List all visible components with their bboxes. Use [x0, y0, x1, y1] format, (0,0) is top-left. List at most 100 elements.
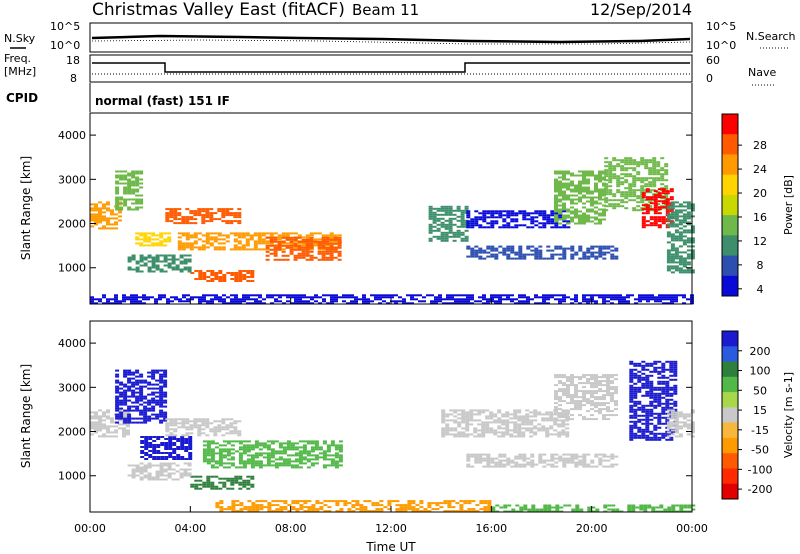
heatmap-cell	[632, 169, 637, 172]
heatmap-cell	[538, 226, 543, 229]
heatmap-cell	[301, 242, 306, 245]
heatmap-cell	[636, 209, 641, 212]
heatmap-cell	[670, 235, 675, 238]
heatmap-cell	[549, 433, 554, 436]
heatmap-cell	[645, 418, 650, 421]
heatmap-cell	[669, 406, 674, 409]
heatmap-cell	[135, 407, 140, 410]
heatmap-cell	[106, 429, 110, 432]
heatmap-cell	[674, 413, 679, 416]
heatmap-cell	[594, 404, 598, 407]
heatmap-cell	[307, 500, 312, 503]
heatmap-cell	[510, 465, 515, 468]
heatmap-cell	[418, 300, 422, 303]
heatmap-cell	[290, 454, 295, 457]
heatmap-cell	[541, 427, 546, 430]
heatmap-cell	[682, 263, 687, 266]
heatmap-cell	[274, 298, 278, 301]
heatmap-cell	[266, 464, 271, 467]
heatmap-cell	[286, 464, 291, 467]
heatmap-cell	[474, 216, 479, 219]
heatmap-cell	[491, 506, 496, 509]
heatmap-cell	[144, 454, 149, 456]
heatmap-cell	[674, 211, 679, 214]
heatmap-cell	[505, 425, 510, 428]
heatmap-cell	[586, 302, 590, 305]
heatmap-cell	[645, 426, 650, 429]
heatmap-cell	[330, 440, 335, 443]
heatmap-cell	[428, 225, 433, 228]
heatmap-cell	[505, 429, 510, 432]
heatmap-cell	[562, 459, 567, 462]
heatmap-cell	[485, 417, 490, 420]
heatmap-cell	[634, 298, 638, 301]
heatmap-cell	[644, 161, 649, 164]
heatmap-cell	[478, 251, 483, 254]
heatmap-cell	[498, 245, 503, 248]
heatmap-cell	[506, 296, 510, 299]
heatmap-cell	[295, 500, 300, 503]
heatmap-cell	[258, 448, 263, 451]
heatmap-cell	[614, 298, 618, 301]
heatmap-cell	[522, 214, 527, 217]
heatmap-cell	[641, 386, 646, 389]
heatmap-cell	[574, 396, 578, 399]
heatmap-cell	[674, 261, 679, 264]
heatmap-cell	[314, 462, 319, 465]
heatmap-cell	[529, 435, 534, 438]
heatmap-cell	[163, 401, 168, 404]
heatmap-cell	[106, 427, 110, 430]
heatmap-cell	[193, 240, 198, 243]
heatmap-cell	[163, 375, 168, 378]
heatmap-cell	[598, 172, 602, 175]
heatmap-cell	[198, 278, 203, 280]
heatmap-cell	[329, 244, 334, 247]
heatmap-cell	[286, 460, 291, 463]
heatmap-cell	[534, 249, 539, 252]
heatmap-cell	[184, 448, 189, 450]
heatmap-cell	[351, 506, 356, 509]
heatmap-cell	[633, 394, 638, 397]
heatmap-cell	[562, 226, 567, 229]
heatmap-cell	[502, 455, 507, 458]
heatmap-cell	[187, 462, 192, 465]
heatmap-cell	[590, 404, 594, 407]
heatmap-cell	[193, 234, 198, 237]
heatmap-cell	[649, 224, 654, 227]
heatmap-cell	[189, 426, 194, 429]
heatmap-cell	[513, 409, 518, 412]
heatmap-cell	[123, 371, 128, 374]
heatmap-cell	[98, 429, 102, 432]
heatmap-cell	[461, 433, 466, 436]
heatmap-cell	[543, 504, 548, 507]
heatmap-cell	[94, 425, 98, 428]
heatmap-cell	[509, 413, 514, 416]
heatmap-cell	[505, 419, 510, 422]
heatmap-cell	[678, 205, 683, 208]
heatmap-cell	[606, 402, 610, 405]
heatmap-cell	[131, 373, 136, 376]
heatmap-cell	[602, 245, 607, 248]
heatmap-cell	[181, 426, 186, 429]
heatmap-cell	[506, 459, 511, 462]
heatmap-cell	[604, 171, 609, 174]
heatmap-cell	[608, 185, 613, 188]
heatmap-cell	[278, 450, 283, 453]
heatmap-cell	[119, 381, 124, 384]
heatmap-cell	[482, 251, 487, 254]
heatmap-cell	[461, 409, 466, 412]
heatmap-cell	[554, 410, 558, 413]
heatmap-cell	[188, 436, 193, 438]
heatmap-cell	[481, 421, 486, 424]
heatmap-cell	[90, 433, 94, 436]
heatmap-cell	[610, 388, 614, 391]
heatmap-cell	[290, 466, 295, 469]
heatmap-cell	[530, 463, 535, 466]
heatmap-cell	[610, 302, 614, 305]
heatmap-cell	[594, 190, 598, 193]
heatmap-cell	[115, 170, 120, 173]
heatmap-cell	[242, 466, 247, 469]
heatmap-cell	[159, 387, 164, 390]
heatmap-cell	[558, 416, 562, 419]
heatmap-cell	[180, 448, 185, 450]
